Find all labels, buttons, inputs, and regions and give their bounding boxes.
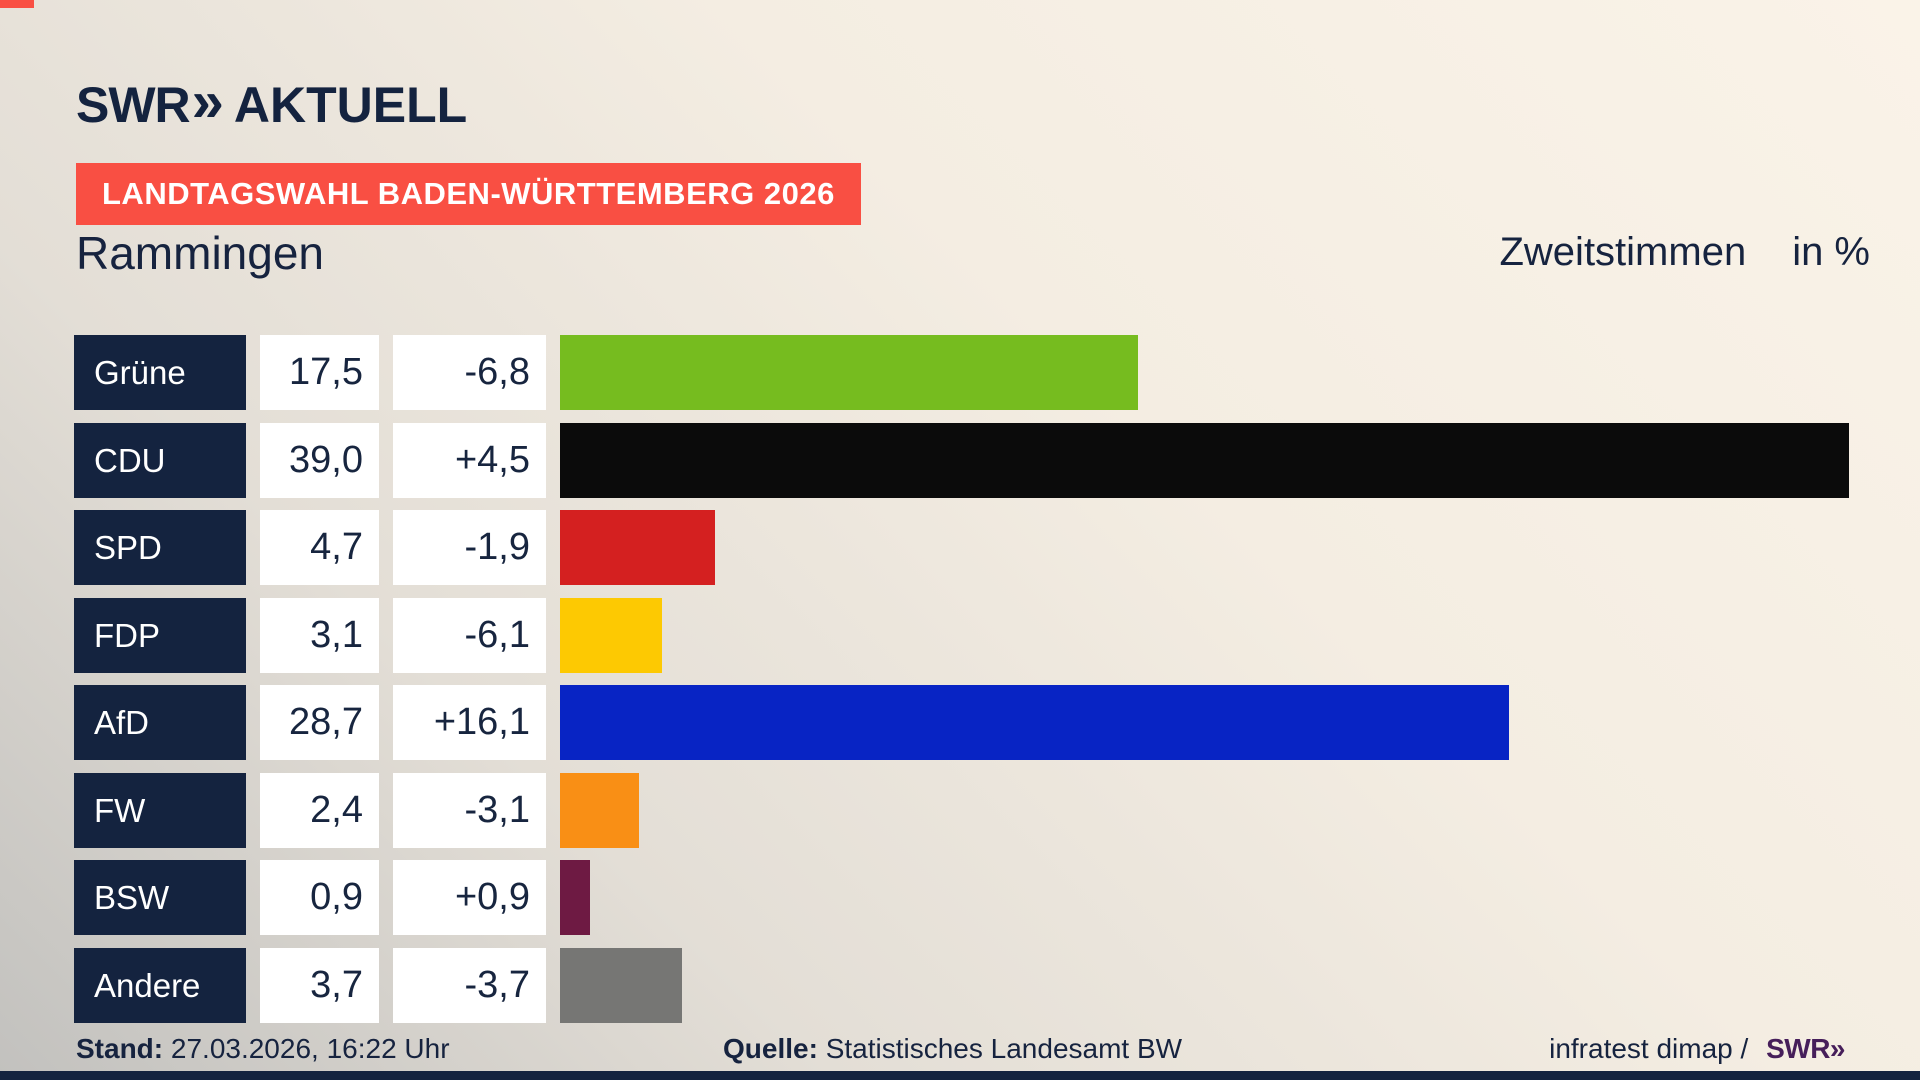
party-value: 39,0 <box>260 422 379 498</box>
party-row: AfD 28,7 +16,1 <box>74 685 1849 760</box>
logo-brand-text: SWR <box>76 77 191 133</box>
party-change: +4,5 <box>393 422 546 498</box>
party-value: 3,7 <box>260 947 379 1023</box>
party-name: BSW <box>74 860 246 935</box>
credit-text: infratest dimap / <box>1549 1033 1749 1064</box>
measure-unit: in % <box>1792 230 1870 274</box>
party-value: 3,1 <box>260 597 379 673</box>
result-bar <box>560 685 1509 760</box>
footer: Stand: 27.03.2026, 16:22 Uhr Quelle: Sta… <box>0 1033 1920 1075</box>
party-row: CDU 39,0 +4,5 <box>74 422 1849 498</box>
party-row: SPD 4,7 -1,9 <box>74 510 1849 585</box>
party-value: 4,7 <box>260 510 379 585</box>
measure-name: Zweitstimmen <box>1499 230 1747 274</box>
party-row: FDP 3,1 -6,1 <box>74 597 1849 673</box>
source: Quelle: Statistisches Landesamt BW <box>723 1033 1182 1065</box>
party-change: +16,1 <box>393 685 546 760</box>
swr-aktuell-logo: SWR » AKTUELL <box>76 69 468 134</box>
party-name: CDU <box>74 422 246 498</box>
result-bar <box>560 860 590 935</box>
party-value: 17,5 <box>260 335 379 410</box>
party-name: Andere <box>74 947 246 1023</box>
results-bar-chart: Grüne 17,5 -6,8 CDU 39,0 +4,5 SPD 4,7 -1,9 FDP 3,1… <box>74 335 1849 1035</box>
party-row: Andere 3,7 -3,7 <box>74 947 1849 1023</box>
party-change: -1,9 <box>393 510 546 585</box>
bottom-navy-band <box>0 1071 1920 1080</box>
logo-product-text: AKTUELL <box>233 77 468 133</box>
double-chevron-icon: » <box>191 69 224 134</box>
party-change: -6,1 <box>393 597 546 673</box>
top-left-red-tick <box>0 0 34 8</box>
stand-value: 27.03.2026, 16:22 Uhr <box>170 1033 450 1064</box>
party-name: Grüne <box>74 335 246 410</box>
result-bar <box>560 597 663 673</box>
credit: infratest dimap / SWR» <box>1549 1033 1845 1065</box>
result-bar <box>560 335 1139 410</box>
party-name: AfD <box>74 685 246 760</box>
election-badge: LANDTAGSWAHL BADEN-WÜRTTEMBERG 2026 <box>76 163 861 225</box>
result-bar <box>560 422 1849 498</box>
party-change: -6,8 <box>393 335 546 410</box>
party-name: FDP <box>74 597 246 673</box>
party-value: 28,7 <box>260 685 379 760</box>
measure-label: Zweitstimmen in % <box>1499 230 1870 275</box>
party-change: -3,7 <box>393 947 546 1023</box>
result-bar <box>560 947 683 1023</box>
credit-brand: SWR» <box>1766 1033 1845 1064</box>
party-change: -3,1 <box>393 772 546 848</box>
party-name: SPD <box>74 510 246 585</box>
municipality-title: Rammingen <box>76 227 324 279</box>
party-row: FW 2,4 -3,1 <box>74 772 1849 848</box>
result-bar <box>560 772 640 848</box>
party-row: BSW 0,9 +0,9 <box>74 860 1849 935</box>
party-value: 0,9 <box>260 860 379 935</box>
stand-label: Stand: <box>76 1033 164 1064</box>
party-value: 2,4 <box>260 772 379 848</box>
party-row: Grüne 17,5 -6,8 <box>74 335 1849 410</box>
party-change: +0,9 <box>393 860 546 935</box>
quelle-value: Statistisches Landesamt BW <box>825 1033 1183 1064</box>
party-name: FW <box>74 772 246 848</box>
timestamp: Stand: 27.03.2026, 16:22 Uhr <box>76 1033 450 1065</box>
quelle-label: Quelle: <box>723 1033 818 1064</box>
result-bar <box>560 510 716 585</box>
